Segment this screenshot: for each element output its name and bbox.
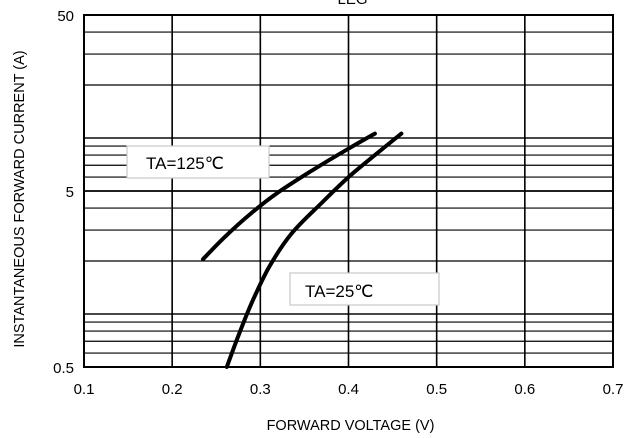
x-tick-label: 0.7 bbox=[603, 381, 624, 398]
x-axis-label: FORWARD VOLTAGE (V) bbox=[267, 418, 435, 434]
curves bbox=[201, 131, 404, 369]
y-tick-label: 50 bbox=[57, 8, 74, 25]
y-tick-labels: 0.5 5 50 bbox=[53, 8, 74, 377]
series-label: TA=125℃ bbox=[146, 154, 224, 173]
series-label-box bbox=[289, 272, 440, 306]
chart-title: LEG bbox=[337, 0, 367, 8]
plot-frame bbox=[83, 14, 614, 368]
x-tick-labels: 0.1 0.2 0.3 0.4 0.5 0.6 0.7 bbox=[74, 381, 624, 398]
x-tick-label: 0.3 bbox=[250, 381, 271, 398]
x-tick-label: 0.5 bbox=[426, 381, 447, 398]
x-tick-label: 0.4 bbox=[338, 381, 359, 398]
series-line-ta-125c bbox=[201, 131, 377, 262]
series-line-ta-25c bbox=[224, 131, 404, 369]
grid bbox=[84, 15, 613, 367]
x-tick-label: 0.1 bbox=[74, 381, 95, 398]
x-tick-label: 0.2 bbox=[162, 381, 183, 398]
series-label: TA=25℃ bbox=[305, 282, 373, 301]
series-labels: TA=125℃ TA=25℃ bbox=[126, 145, 440, 306]
series-label-box bbox=[126, 145, 270, 179]
y-axis-label: INSTANTANEOUS FORWARD CURRENT (A) bbox=[12, 50, 28, 347]
x-tick-label: 0.6 bbox=[514, 381, 535, 398]
y-tick-label: 0.5 bbox=[53, 360, 74, 377]
y-tick-label: 5 bbox=[66, 184, 74, 201]
